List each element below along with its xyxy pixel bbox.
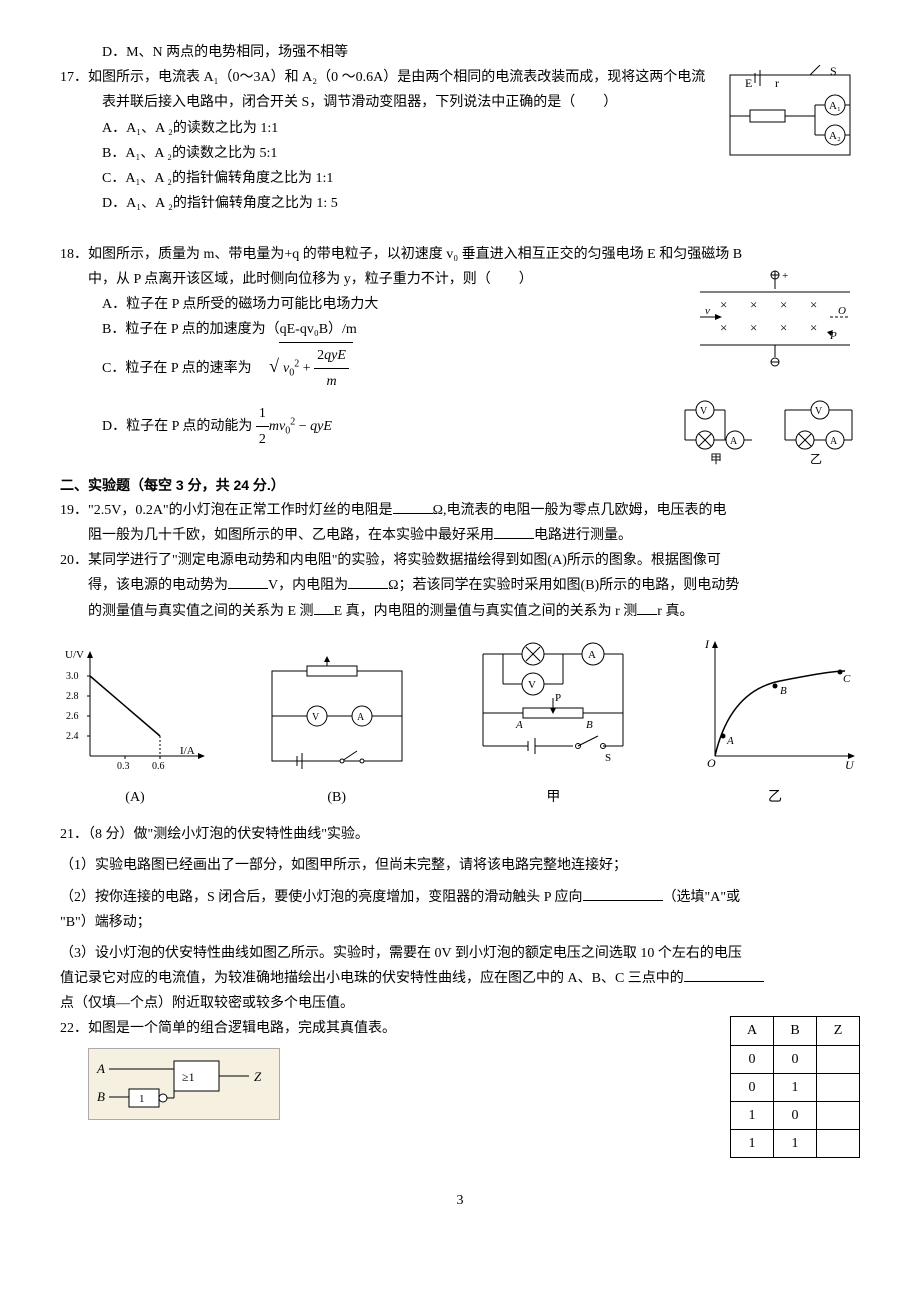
q21-p3c: 点（仅填—个点）附近取较密或较多个电压值。 (60, 991, 860, 1016)
q20-q21-figure-row: U/V I/A 3.0 2.8 2.6 2.4 0.3 0.6 (A) A V (60, 636, 860, 810)
q20-e: 的测量值与真实值之间的关系为 E 测 (88, 604, 314, 619)
svg-text:×: × (810, 320, 817, 335)
svg-text:V: V (700, 406, 708, 417)
logic-circuit-figure: A B 1 ≥1 Z (88, 1048, 280, 1120)
graph-a: U/V I/A 3.0 2.8 2.6 2.4 0.3 0.6 (60, 646, 210, 776)
svg-text:3.0: 3.0 (66, 671, 79, 682)
svg-text:1: 1 (139, 1093, 145, 1105)
svg-text:U: U (845, 758, 855, 772)
q21-p2c: "B"）端移动； (60, 910, 860, 935)
q19-a: 19．"2.5V，0.2A"的小灯泡在正常工作时灯丝的电阻是 (60, 503, 393, 518)
q21-p3b-text: 值记录它对应的电流值，为较准确地描绘出小电珠的伏安特性曲线，应在图乙中的 A、B… (60, 971, 684, 986)
svg-text:v: v (705, 305, 710, 317)
svg-text:乙: 乙 (810, 452, 822, 465)
q18-d-text: D．粒子在 P 点的动能为 (102, 419, 252, 434)
circuit-b-caption: (B) (257, 785, 417, 810)
svg-text:A: A (357, 712, 365, 723)
q20-b: 得，该电源的电动势为 (88, 578, 228, 593)
svg-text:S: S (605, 752, 611, 764)
q18-stem-line1: 18．如图所示，质量为 m、带电量为+q 的带电粒子，以初速度 v₀ 垂直进入相… (60, 242, 860, 267)
svg-text:A: A (830, 436, 838, 447)
q20-line2: 得，该电源的电动势为 V，内电阻为 Ω；若该同学在实验时采用如图(B)所示的电路，则… (60, 573, 860, 598)
svg-text:2.4: 2.4 (66, 731, 79, 742)
q18-field-figure: + ×××× ×××× v O P (690, 267, 860, 377)
q17-d: D．A₁、A ₂的指针偏转角度之比为 1: 5 (60, 191, 860, 216)
svg-text:×: × (750, 297, 757, 312)
svg-text:E: E (745, 76, 752, 90)
svg-text:O: O (707, 756, 716, 770)
svg-text:A: A (726, 735, 734, 747)
svg-text:I/A: I/A (180, 745, 195, 757)
q20-line1: 20．某同学进行了"测定电源电动势和内电阻"的实验，将实验数据描绘得到如图(A)… (60, 548, 860, 573)
q18-c-text: C．粒子在 P 点的速率为 (102, 361, 252, 376)
svg-text:A: A (730, 436, 738, 447)
q19-c: 阻一般为几十千欧，如图所示的甲、乙电路，在本实验中最好采用 (88, 528, 494, 543)
q21-head: 21．（8 分）做"测绘小灯泡的伏安特性曲线"实验。 (60, 822, 860, 847)
q18-stem1-text: 18．如图所示，质量为 m、带电量为+q 的带电粒子，以初速度 v₀ 垂直进入相… (60, 247, 742, 262)
page-number: 3 (60, 1188, 860, 1213)
circuit-jia-caption: 甲 (463, 785, 643, 810)
svg-text:+: + (782, 270, 788, 282)
svg-text:Z: Z (254, 1069, 262, 1084)
svg-text:S: S (830, 65, 837, 78)
svg-text:2.6: 2.6 (66, 711, 79, 722)
circuit-jia: A V P A B S (463, 636, 643, 776)
svg-text:2.8: 2.8 (66, 691, 79, 702)
graph-a-caption: (A) (60, 785, 210, 810)
q21-p3b: 值记录它对应的电流值，为较准确地描绘出小电珠的伏安特性曲线，应在图乙中的 A、B… (60, 966, 860, 991)
circuit-b: A V (257, 656, 417, 776)
svg-text:A: A (515, 719, 523, 731)
svg-text:A₁: A₁ (829, 100, 841, 112)
svg-text:≥1: ≥1 (182, 1070, 195, 1084)
svg-text:O: O (838, 305, 846, 317)
q20-g: r 真。 (657, 604, 693, 619)
q20-line3: 的测量值与真实值之间的关系为 E 测 E 真，内电阻的测量值与真实值之间的关系为 … (60, 599, 860, 624)
svg-text:B: B (780, 685, 787, 697)
q19-d: 电路进行测量。 (534, 528, 632, 543)
q21-p3a: （3）设小灯泡的伏安特性曲线如图乙所示。实验时，需要在 0V 到小灯泡的额定电压… (60, 941, 860, 966)
q17-c: C．A₁、A ₂的指针偏转角度之比为 1:1 (60, 166, 860, 191)
svg-text:×: × (720, 297, 727, 312)
svg-text:C: C (843, 673, 851, 685)
q21-p2a: （2）按你连接的电路，S 闭合后，要使小灯泡的亮度增加，变阻器的滑动触头 P 应… (60, 890, 583, 905)
svg-text:r: r (775, 76, 779, 90)
curve-yi: I U O A B C (690, 636, 860, 776)
q19-text: 19．"2.5V，0.2A"的小灯泡在正常工作时灯丝的电阻是 Ω,电流表的电阻一般… (60, 498, 860, 523)
svg-text:×: × (810, 297, 817, 312)
q16-option-d: D．M、N 两点的电势相同，场强不相等 (60, 40, 860, 65)
svg-text:B: B (97, 1089, 105, 1104)
svg-text:0.6: 0.6 (152, 761, 165, 772)
svg-text:0.3: 0.3 (117, 761, 130, 772)
q19-text2: 阻一般为几十千欧，如图所示的甲、乙电路，在本实验中最好采用 电路进行测量。 (60, 523, 860, 548)
curve-yi-caption: 乙 (690, 785, 860, 810)
svg-text:×: × (780, 297, 787, 312)
svg-text:V: V (528, 679, 536, 691)
q17-circuit-figure: E r S A₁ A₂ (720, 65, 860, 165)
svg-text:×: × (780, 320, 787, 335)
q19-b: Ω,电流表的电阻一般为零点几欧姆，电压表的电 (433, 503, 727, 518)
svg-text:I: I (704, 637, 710, 651)
section-2-title: 二、实验题（每空 3 分，共 24 分.） (60, 473, 860, 498)
svg-text:甲: 甲 (710, 452, 722, 465)
svg-text:B: B (586, 719, 593, 731)
truth-table: ABZ 00 01 10 11 (730, 1016, 860, 1158)
svg-text:×: × (750, 320, 757, 335)
svg-text:P: P (555, 692, 561, 704)
svg-text:A₂: A₂ (829, 130, 841, 142)
svg-text:U/V: U/V (65, 649, 84, 661)
q21-p1: （1）实验电路图已经画出了一部分，如图甲所示，但尚未完整，请将该电路完整地连接好… (60, 853, 860, 878)
svg-text:V: V (312, 712, 320, 723)
svg-text:V: V (815, 406, 823, 417)
q19-circuits-figure: V A 甲 V A 乙 (680, 395, 860, 465)
q21-p2: （2）按你连接的电路，S 闭合后，要使小灯泡的亮度增加，变阻器的滑动触头 P 应… (60, 885, 860, 910)
q20-d: Ω；若该同学在实验时采用如图(B)所示的电路，则电动势 (388, 578, 739, 593)
svg-text:A: A (588, 649, 596, 661)
svg-text:A: A (96, 1061, 105, 1076)
q20-c: V，内电阻为 (268, 578, 348, 593)
q21-p2b: （选填"A"或 (663, 890, 741, 905)
q20-f: E 真，内电阻的测量值与真实值之间的关系为 r 测 (334, 604, 638, 619)
svg-text:×: × (720, 320, 727, 335)
